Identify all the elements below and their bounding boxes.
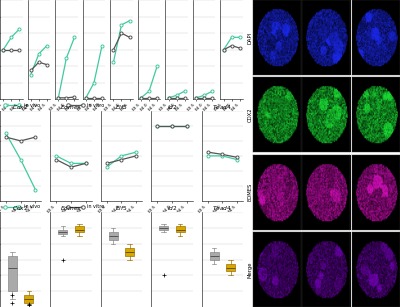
PathPatch shape — [8, 256, 17, 291]
PathPatch shape — [226, 264, 235, 271]
Text: in vivo: in vivo — [24, 204, 40, 209]
Title: $\it{Tead4}$: $\it{Tead4}$ — [212, 103, 232, 111]
Y-axis label: EOMES: EOMES — [248, 183, 252, 201]
PathPatch shape — [58, 230, 67, 234]
Title: $\it{Eomes}$: $\it{Eomes}$ — [60, 204, 82, 212]
PathPatch shape — [210, 252, 219, 260]
PathPatch shape — [24, 295, 34, 303]
Text: in vivo: in vivo — [24, 103, 40, 108]
Text: in vitro: in vitro — [88, 103, 105, 108]
Text: in vitro: in vitro — [88, 204, 105, 209]
Title: $\it{Cdx2}$: $\it{Cdx2}$ — [12, 204, 29, 212]
PathPatch shape — [159, 227, 168, 230]
PathPatch shape — [75, 227, 84, 232]
PathPatch shape — [109, 232, 118, 240]
Y-axis label: Merge: Merge — [248, 261, 252, 278]
Title: $\it{Tead4}$: $\it{Tead4}$ — [212, 204, 232, 212]
Title: $\it{Eomes}$: $\it{Eomes}$ — [60, 103, 82, 111]
Title: $\it{Id2}$: $\it{Id2}$ — [166, 103, 177, 111]
Title: $\it{Elf5}$: $\it{Elf5}$ — [115, 103, 128, 111]
Title: $\it{Elf5}$: $\it{Elf5}$ — [115, 204, 128, 212]
Title: $\it{Id2}$: $\it{Id2}$ — [166, 204, 177, 212]
PathPatch shape — [176, 227, 185, 232]
Y-axis label: CDX2: CDX2 — [248, 107, 252, 122]
Y-axis label: DAPI: DAPI — [248, 32, 252, 44]
PathPatch shape — [125, 248, 134, 256]
Title: $\it{Cdx2}$: $\it{Cdx2}$ — [12, 103, 29, 111]
